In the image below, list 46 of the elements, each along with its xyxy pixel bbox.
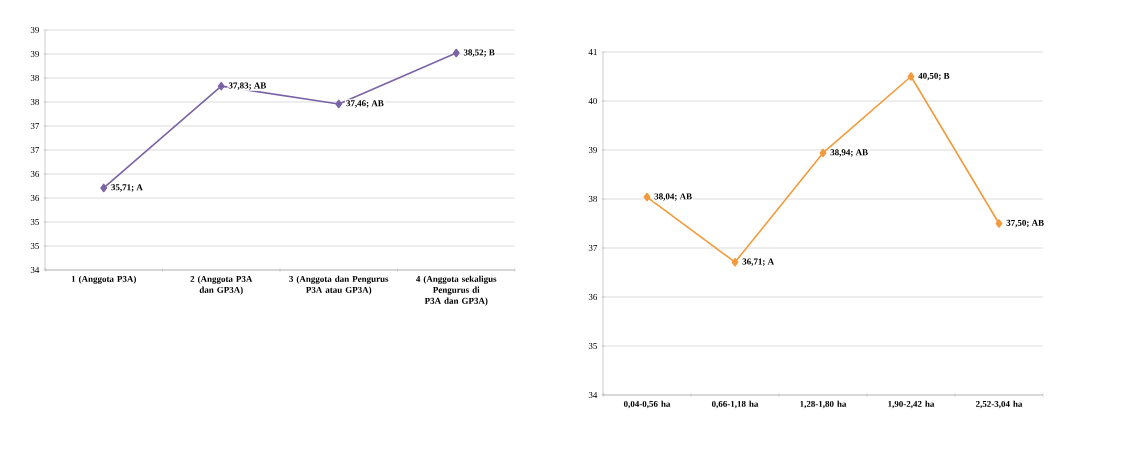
point [995,219,1003,228]
y-tick-label: 34 [588,391,598,399]
y-tick-label: 35 [30,218,40,226]
y-tick-label: 39 [30,26,39,34]
y-tick-label: 36 [30,170,40,178]
y-tick-label: 38 [588,195,598,203]
y-tick-label: 36 [30,194,40,202]
y-tick-label: 38 [30,98,40,106]
point [335,99,343,109]
point [731,257,739,267]
data-label: 38,52; B [463,49,495,57]
x-tick-label: 2 (Anggota P3A dan GP3A) [190,275,253,295]
y-tick-label: 40 [588,97,598,105]
y-tick-label: 37 [588,244,598,252]
y-tick-label: 41 [588,49,597,55]
y-tick-label: 37 [30,146,40,154]
y-tick-label: 35 [30,242,40,250]
y-tick-label: 36 [588,293,598,301]
data-label: 40,50; B [918,72,950,81]
point [452,48,460,58]
data-label: 36,71; A [742,258,774,266]
x-tick-label: 1,28-1,80 ha [800,400,847,409]
x-tick-label: 1,90-2,42 ha [888,400,935,409]
x-tick-label: 1 (Anggota P3A) [71,275,136,284]
x-tick-label: 4 (Anggota sekaligus Pengurus di P3A dan GP3A) [416,275,497,306]
y-tick-label: 39 [30,50,39,58]
y-tick-label: 35 [588,342,598,350]
y-tick-label: 34 [30,266,40,274]
point [217,81,225,91]
data-label: 38,04; AB [654,193,692,201]
data-label: 37,83; AB [228,82,267,90]
x-tick-label: 2,52-3,04 ha [975,400,1023,409]
point [100,183,108,193]
x-tick-label: 0,04-0,56 ha [623,400,671,409]
point [643,192,651,202]
data-label: 37,46; AB [346,100,384,108]
data-label: 38,94; AB [830,149,868,157]
x-tick-label: 0,66-1,18 ha [711,400,759,409]
point [819,148,827,158]
y-tick-label: 39 [588,146,597,154]
y-tick-label: 37 [30,122,40,130]
point [907,72,915,81]
x-tick-label: 3 (Anggota dan Pengurus P3A atau GP3A) [289,275,389,295]
data-label: 35,71; A [111,184,143,192]
data-label: 37,50; AB [1006,219,1044,228]
y-tick-label: 38 [30,74,40,82]
